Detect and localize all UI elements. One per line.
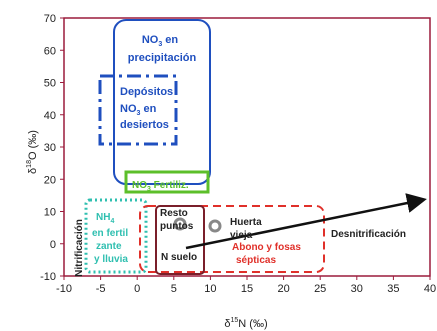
y-tick-label: 0 [50,239,56,251]
denitrification-arrow [185,193,427,250]
y-tick-label: 40 [44,110,56,122]
y-axis-label: δ18O (‰) [26,130,39,174]
y-tick-label: 50 [44,78,56,90]
x-tick-label: 0 [134,283,140,295]
annotation-depositos-desiertos: Depósitos NO3 en desiertos [120,86,173,131]
region-nh4-fertilizante [84,198,148,274]
annotation-abono-fosas: Abono y fosas sépticas [232,242,301,266]
annotation-nitrificacion: Nitrificación [74,219,85,277]
x-tick-label: 5 [171,283,177,295]
y-tick-label: 20 [44,174,56,186]
x-tick-label: 25 [314,283,326,295]
region-depositos-desiertos [98,74,178,146]
annotation-desnitrificacion: Desnitrificación [331,229,406,240]
x-tick-label: -10 [56,283,72,295]
annotation-n-suelo: N suelo [161,252,197,263]
y-tick-label: -10 [40,271,56,283]
annotation-no3-fertiliz: NO3 Fertiliz. [132,180,189,193]
y-tick-label: 60 [44,45,56,57]
x-tick-label: 35 [387,283,399,295]
annotation-no3-precipitacion: NO3 en precipitación [128,34,197,64]
region-resto-puntos [155,205,205,275]
point-resto-puntos [173,217,187,231]
x-tick-label: 15 [241,283,253,295]
region-abono-fosas [139,205,325,273]
y-tick-label: 70 [44,13,56,25]
point-huerta-vieja [208,219,222,233]
annotation-nh4-fertilizante: NH4 en fertil zante y lluvia [92,212,128,265]
y-tick-label: 10 [44,207,56,219]
y-tick-label: 30 [44,142,56,154]
x-axis-label: δ15N (‰) [224,317,267,330]
x-tick-label: -5 [96,283,106,295]
annotation-huerta-vieja: Huerta vieja [230,217,262,241]
x-tick-label: 40 [424,283,436,295]
x-tick-label: 10 [204,283,216,295]
x-tick-label: 20 [277,283,289,295]
region-no3-fertiliz [124,170,210,194]
region-no3-precipitacion [113,19,211,185]
x-tick-label: 30 [351,283,363,295]
